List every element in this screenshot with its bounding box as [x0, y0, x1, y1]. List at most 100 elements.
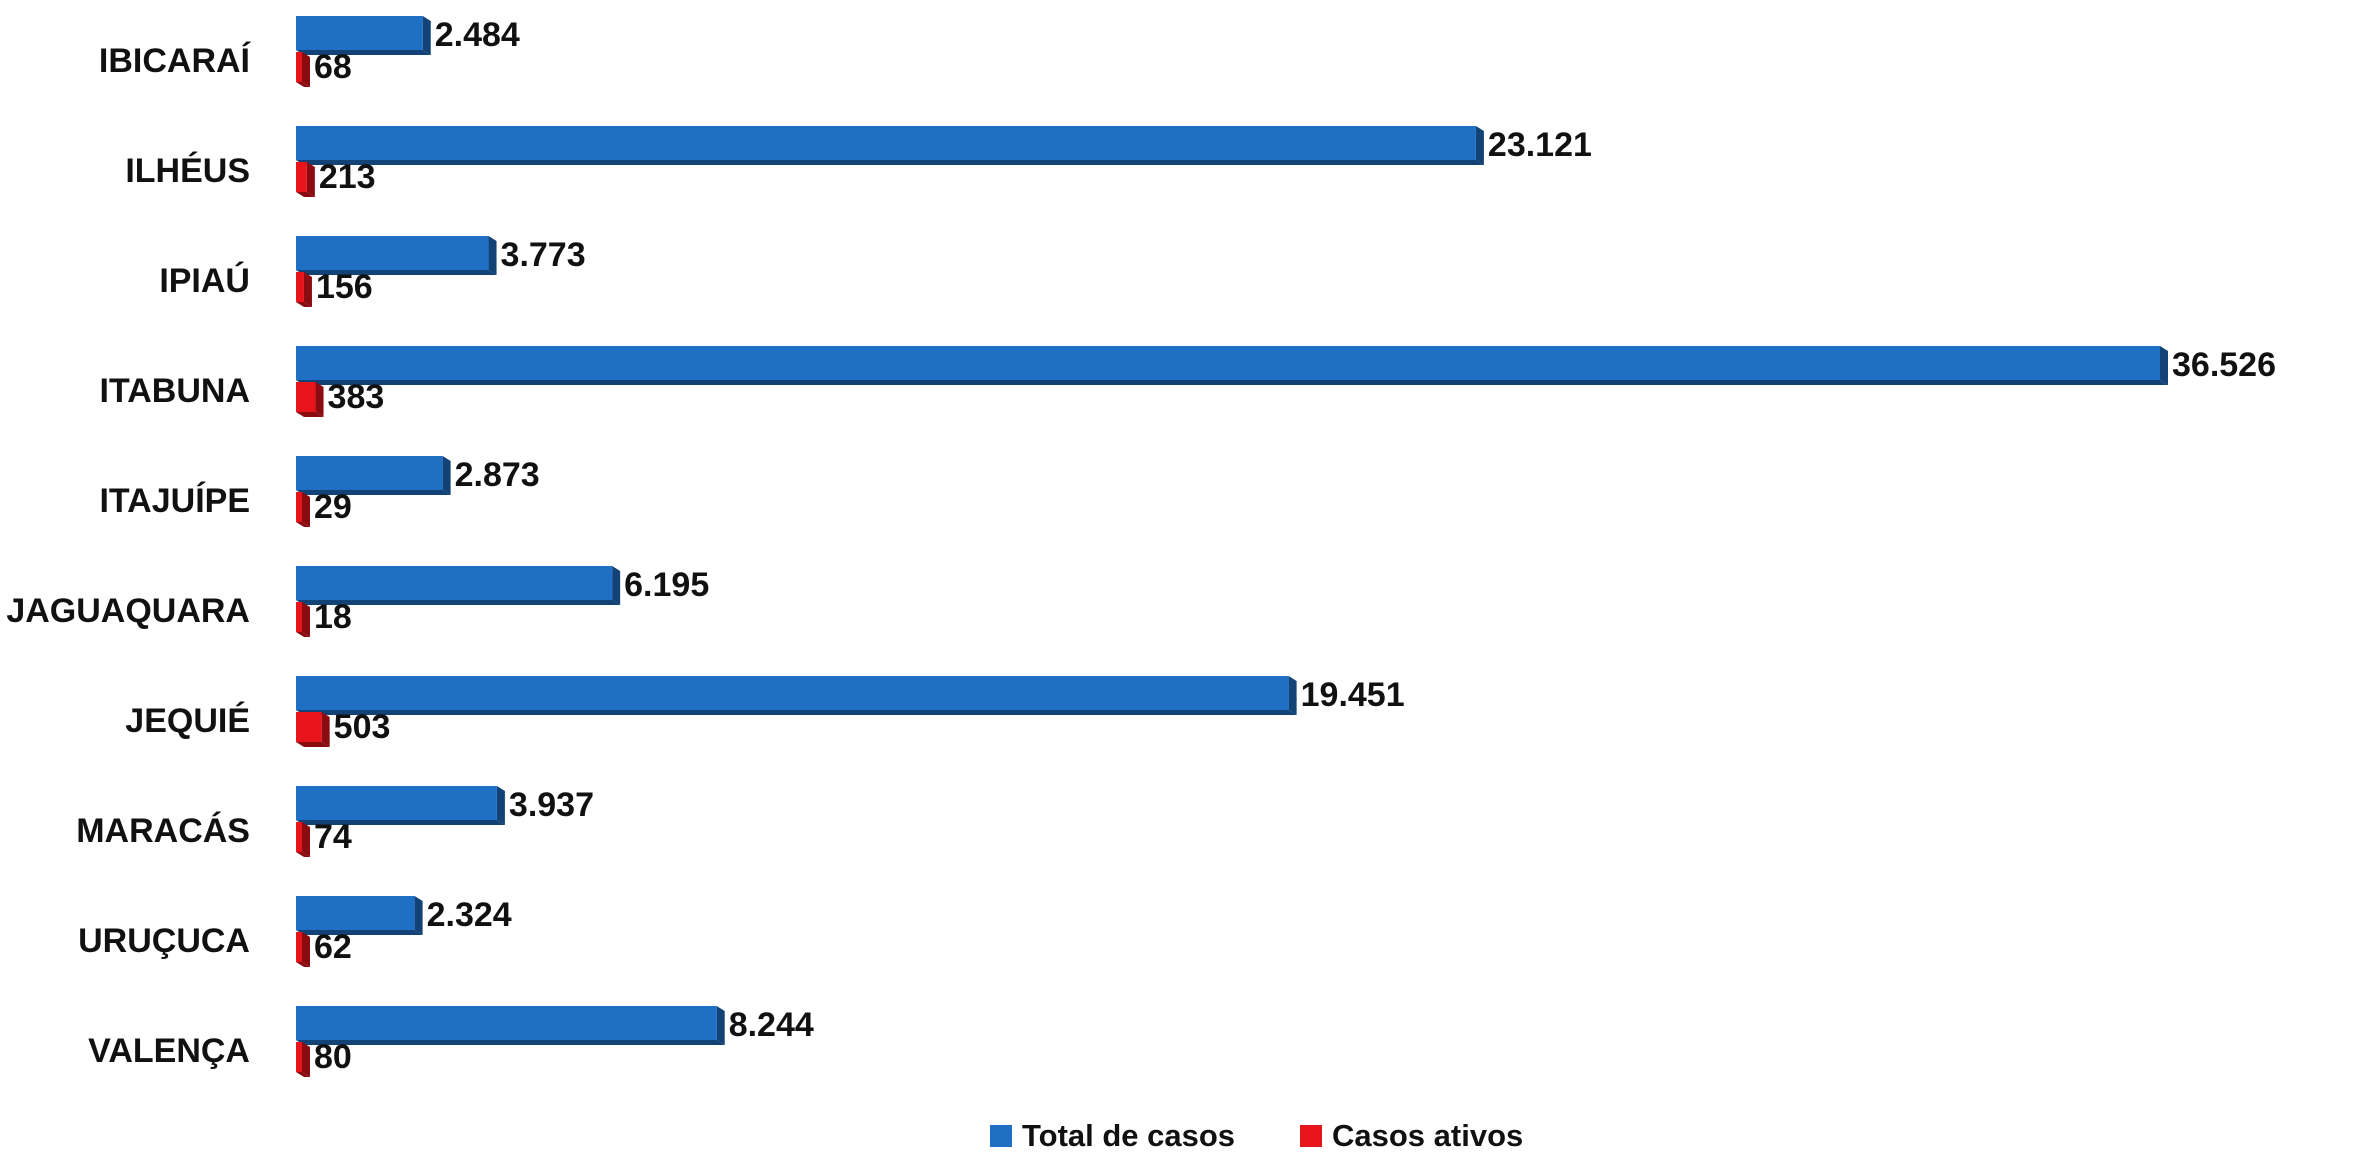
bar-total-cases [296, 676, 1297, 715]
value-label-active: 156 [316, 268, 373, 306]
bar-side [496, 786, 505, 825]
bar-active-cases [296, 162, 315, 197]
bar-total-cases [296, 236, 497, 275]
bar-bottom [296, 380, 2168, 385]
bar-side [488, 236, 497, 275]
bar-total-cases [296, 566, 621, 605]
value-label-active: 503 [334, 708, 391, 746]
bar-front [296, 932, 302, 962]
bar-front [296, 896, 415, 930]
bar-total-cases [296, 126, 1484, 165]
bar-front [296, 1042, 302, 1072]
legend: Total de casos Casos ativos [990, 1118, 1523, 1153]
bar-bottom [296, 1040, 725, 1045]
bar-bottom [296, 160, 1484, 165]
value-label-active: 383 [328, 378, 385, 416]
bar-side [1475, 126, 1484, 165]
bar-bottom [296, 192, 315, 197]
bar-bottom [296, 962, 310, 967]
value-label-total: 2.873 [455, 456, 540, 494]
bar-side [716, 1006, 725, 1045]
bar-front [296, 712, 322, 742]
bar-bottom [296, 490, 451, 495]
bar-bottom [296, 302, 312, 307]
bar-side [302, 822, 310, 857]
value-label-total: 6.195 [624, 566, 709, 604]
bar-side [612, 566, 621, 605]
bar-bottom [296, 270, 497, 275]
bar-total-cases [296, 786, 505, 825]
value-label-active: 80 [314, 1038, 352, 1076]
bar-side [315, 382, 324, 417]
category-label: ILHÉUS [125, 152, 250, 190]
category-label: IPIAÚ [159, 262, 250, 300]
value-label-total: 2.324 [427, 896, 512, 934]
bar-total-cases [296, 456, 451, 495]
value-label-total: 8.244 [729, 1006, 814, 1044]
bar-front [296, 346, 2160, 380]
bar-bottom [296, 600, 621, 605]
bar-active-cases [296, 52, 310, 87]
bar-front [296, 272, 304, 302]
bar-front [296, 492, 302, 522]
bar-side [302, 932, 310, 967]
value-label-active: 62 [314, 928, 352, 966]
value-label-active: 68 [314, 48, 352, 86]
category-label: ITAJUÍPE [99, 482, 250, 520]
value-label-active: 18 [314, 598, 352, 636]
bar-front [296, 456, 443, 490]
bar-total-cases [296, 346, 2168, 385]
bar-side [1288, 676, 1297, 715]
bar-front [296, 602, 302, 632]
bar-total-cases [296, 16, 431, 55]
bar-front [296, 236, 489, 270]
bar-bottom [296, 50, 431, 55]
bar-front [296, 16, 423, 50]
category-label: IBICARAÍ [99, 42, 252, 80]
bar-front [296, 382, 316, 412]
bar-side [302, 52, 310, 87]
bar-side [303, 272, 312, 307]
bar-bottom [296, 820, 505, 825]
bar-side [302, 492, 310, 527]
bar-bottom [296, 632, 310, 637]
bar-active-cases [296, 822, 310, 857]
bar-active-cases [296, 932, 310, 967]
value-label-total: 3.937 [509, 786, 594, 824]
value-label-total: 3.773 [501, 236, 586, 274]
bar-bottom [296, 710, 1297, 715]
bar-side [422, 16, 431, 55]
bar-front [296, 1006, 717, 1040]
legend-label-active: Casos ativos [1332, 1118, 1523, 1153]
bar-bottom [296, 930, 423, 935]
bar-front [296, 822, 302, 852]
bar-active-cases [296, 492, 310, 527]
value-label-active: 74 [314, 818, 352, 856]
bar-side [2160, 346, 2168, 385]
bar-active-cases [296, 602, 310, 637]
bar-side [306, 162, 315, 197]
value-label-total: 2.484 [435, 16, 520, 54]
bar-active-cases [296, 712, 330, 747]
bar-front [296, 126, 1476, 160]
value-labels: 2.484 68 23.121 213 3.773 156 36.526 383 2.873 29… [314, 16, 2276, 1076]
bar-front [296, 786, 497, 820]
legend-label-total: Total de casos [1022, 1118, 1235, 1153]
value-label-total: 36.526 [2172, 346, 2276, 384]
category-labels: IBICARAÍ ILHÉUS IPIAÚ ITABUNA ITAJUÍPE JAGUAQ… [6, 42, 251, 1070]
value-label-total: 23.121 [1488, 126, 1592, 164]
category-label: VALENÇA [88, 1032, 250, 1070]
bar-bottom [296, 852, 310, 857]
bar-bottom [296, 1072, 310, 1077]
bar-bottom [296, 412, 324, 417]
bar-front [296, 162, 307, 192]
legend-swatch-total [990, 1125, 1012, 1147]
bar-total-cases [296, 896, 423, 935]
bar-side [442, 456, 451, 495]
category-label: ITABUNA [100, 372, 250, 410]
bar-side [414, 896, 423, 935]
bar-front [296, 676, 1289, 710]
category-label: JAGUAQUARA [6, 592, 250, 630]
bar-bottom [296, 522, 310, 527]
